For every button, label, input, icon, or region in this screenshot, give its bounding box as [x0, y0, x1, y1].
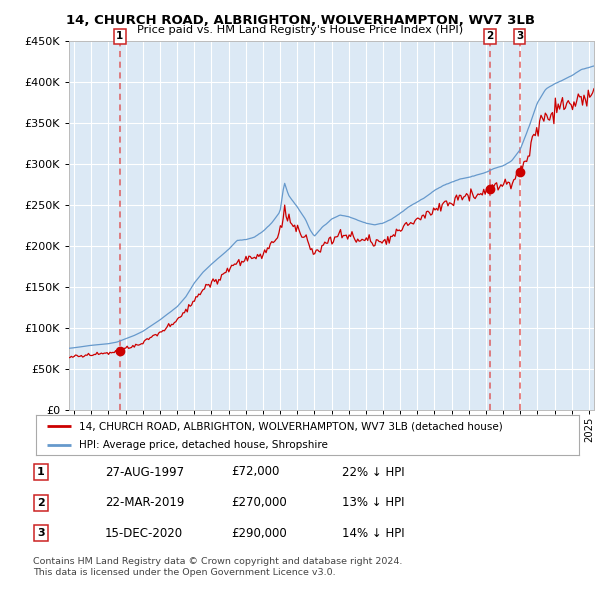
Text: £290,000: £290,000: [231, 527, 287, 540]
Text: £72,000: £72,000: [231, 466, 280, 478]
Text: 3: 3: [37, 529, 44, 538]
Text: 27-AUG-1997: 27-AUG-1997: [105, 466, 184, 478]
Text: HPI: Average price, detached house, Shropshire: HPI: Average price, detached house, Shro…: [79, 440, 328, 450]
Text: 14, CHURCH ROAD, ALBRIGHTON, WOLVERHAMPTON, WV7 3LB: 14, CHURCH ROAD, ALBRIGHTON, WOLVERHAMPT…: [65, 14, 535, 27]
Text: 2: 2: [37, 498, 44, 507]
Text: Contains HM Land Registry data © Crown copyright and database right 2024.: Contains HM Land Registry data © Crown c…: [33, 557, 403, 566]
Text: 13% ↓ HPI: 13% ↓ HPI: [342, 496, 404, 509]
Text: This data is licensed under the Open Government Licence v3.0.: This data is licensed under the Open Gov…: [33, 568, 335, 577]
Text: 1: 1: [37, 467, 44, 477]
Text: 15-DEC-2020: 15-DEC-2020: [105, 527, 183, 540]
Text: 1: 1: [116, 31, 123, 41]
Text: Price paid vs. HM Land Registry's House Price Index (HPI): Price paid vs. HM Land Registry's House …: [137, 25, 463, 35]
Text: 22% ↓ HPI: 22% ↓ HPI: [342, 466, 404, 478]
Text: 3: 3: [516, 31, 523, 41]
Text: £270,000: £270,000: [231, 496, 287, 509]
Text: 2: 2: [486, 31, 493, 41]
Text: 22-MAR-2019: 22-MAR-2019: [105, 496, 184, 509]
Text: 14% ↓ HPI: 14% ↓ HPI: [342, 527, 404, 540]
Text: 14, CHURCH ROAD, ALBRIGHTON, WOLVERHAMPTON, WV7 3LB (detached house): 14, CHURCH ROAD, ALBRIGHTON, WOLVERHAMPT…: [79, 421, 503, 431]
